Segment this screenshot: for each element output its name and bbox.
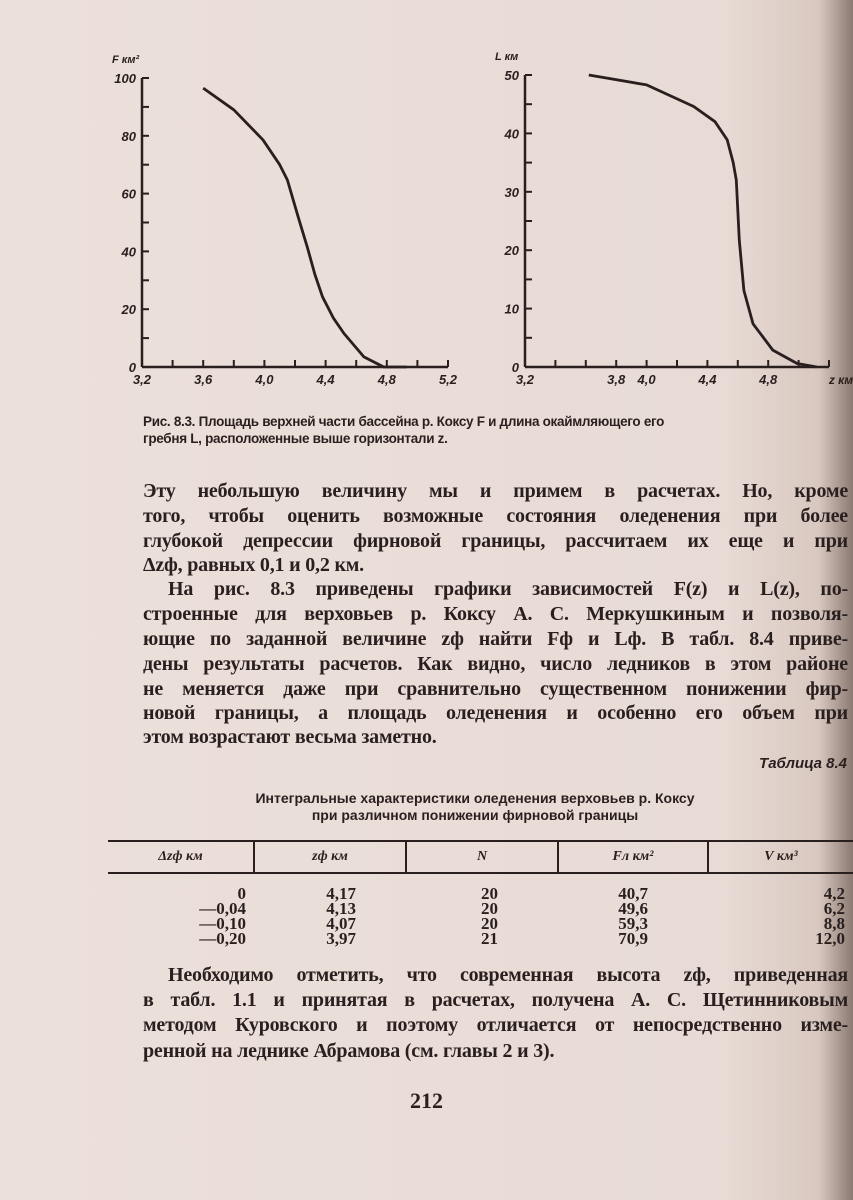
x-tick-label: 3,2 [133, 372, 152, 387]
y-tick-label: 40 [504, 126, 520, 141]
y-tick-label: 80 [122, 129, 137, 144]
column-header: Fл км² [557, 840, 708, 874]
y-tick-label: 0 [129, 360, 137, 375]
table-cell: 4,07 [326, 914, 356, 933]
table-cell: 6,2 [823, 899, 845, 918]
column-header: zф км [253, 840, 406, 874]
caption-line: Рис. 8.3. Площадь верхней части бассейна… [143, 414, 665, 429]
table-title-line: Интегральные характеристики оледенения в… [255, 790, 695, 806]
data-curve [202, 86, 407, 369]
table-cell: 59,3 [618, 914, 648, 933]
y-tick-label: 0 [512, 360, 520, 375]
data-table: Δzф км zф км N Fл км² V км³ 0 4,17 20 40… [108, 840, 853, 948]
text-line: дены результаты расчетов. Как видно, чис… [143, 653, 848, 675]
x-tick-label: 4,8 [377, 372, 397, 387]
text-line: строенные для верховьев р. Коксу А. С. М… [143, 603, 848, 625]
figure-caption: Рис. 8.3. Площадь верхней части бассейна… [143, 413, 848, 447]
text-line: не меняется даже при сравнительно сущест… [143, 678, 848, 700]
table-cell: 20 [481, 899, 498, 918]
text-line: глубокой депрессии фирновой границы, рас… [143, 530, 848, 552]
x-tick-label: 3,8 [607, 372, 626, 387]
x-tick-label: 3,6 [194, 372, 213, 387]
table-title: Интегральные характеристики оледенения в… [140, 790, 810, 824]
text-line: в табл. 1.1 и принятая в расчетах, получ… [143, 989, 848, 1011]
x-tick-label: 4,4 [697, 372, 717, 387]
y-tick-label: 50 [505, 68, 520, 83]
table-cell: 3,97 [326, 929, 356, 948]
chart-length-vs-height: 3,2 3,8 4,0 4,4 4,8 0 10 20 30 40 50 L км z км [495, 51, 853, 387]
y-axis-label: F км² [112, 54, 139, 66]
table-number: Таблица 8.4 [759, 755, 847, 772]
y-tick-label: 60 [122, 187, 137, 202]
x-axis-label: z км [828, 373, 853, 387]
x-tick-label: 4,0 [637, 372, 657, 387]
y-tick-label: 20 [121, 302, 137, 317]
text-line: ющие по заданной величине zф найти Fф и … [143, 628, 848, 650]
text-line: новой границы, а площадь оледенения и ос… [143, 702, 848, 724]
caption-line: гребня L, расположенные выше горизонтали… [143, 431, 448, 446]
table-cell: —0,04 [199, 899, 246, 918]
table-cell: 20 [481, 884, 498, 903]
table-cell: 20 [481, 914, 498, 933]
table-cell: 49,6 [618, 899, 648, 918]
table-cell: 4,13 [326, 899, 356, 918]
y-tick-label: 100 [114, 71, 136, 86]
table-cell: 21 [481, 929, 498, 948]
table-row: —0,04 4,13 20 49,6 6,2 [108, 899, 853, 918]
y-tick-label: 20 [504, 243, 520, 258]
text-line: этом возрастают весьма заметно. [143, 726, 437, 748]
column-header: V км³ [707, 840, 853, 874]
text-line: Δzф, равных 0,1 и 0,2 км. [143, 554, 364, 576]
x-tick-label: 3,2 [516, 372, 535, 387]
table-row: 0 4,17 20 40,7 4,2 [108, 873, 853, 903]
y-tick-label: 10 [505, 302, 520, 317]
text-line: На рис. 8.3 приведены графики зависимост… [168, 578, 848, 600]
text-line: методом Куровского и поэтому отличается … [143, 1014, 848, 1036]
x-tick-label: 4,4 [316, 372, 336, 387]
text-line: ренной на леднике Абрамова (см. главы 2 … [143, 1040, 555, 1062]
table-cell: 40,7 [618, 884, 648, 903]
page-number: 212 [410, 1088, 443, 1113]
chart-area-vs-height: 3,2 3,6 4,0 4,4 4,8 5,2 0 20 40 60 80 100 F км² [112, 54, 458, 387]
table-title-line: при различном понижении фирновой границы [311, 807, 639, 823]
table-cell: 70,9 [618, 929, 648, 948]
table-row: —0,10 4,07 20 59,3 8,8 [108, 914, 853, 933]
y-axis-label: L км [495, 51, 518, 63]
y-tick-label: 30 [505, 185, 520, 200]
text-line: Эту небольшую величину мы и примем в рас… [143, 480, 848, 502]
x-tick-label: 4,0 [254, 372, 274, 387]
table-cell: 4,17 [326, 884, 356, 903]
table-cell: —0,10 [199, 914, 246, 933]
table-cell: 12,0 [815, 929, 845, 948]
x-tick-label: 4,8 [758, 372, 778, 387]
data-curve [588, 73, 818, 369]
column-header: Δzф км [108, 840, 254, 874]
table-cell: 4,2 [823, 884, 845, 903]
text-line: того, чтобы оценить возможные состояния … [143, 505, 848, 527]
text-line: Необходимо отметить, что современная выс… [168, 964, 848, 986]
y-tick-label: 40 [121, 244, 137, 259]
table-cell: 8,8 [823, 914, 845, 933]
table-row: —0,20 3,97 21 70,9 12,0 [108, 929, 853, 948]
table-header-row: Δzф км zф км N Fл км² V км³ [108, 840, 853, 874]
table-cell: —0,20 [199, 929, 246, 948]
table-cell: 0 [237, 884, 247, 903]
column-header: N [405, 840, 558, 874]
x-tick-label: 5,2 [439, 372, 458, 387]
